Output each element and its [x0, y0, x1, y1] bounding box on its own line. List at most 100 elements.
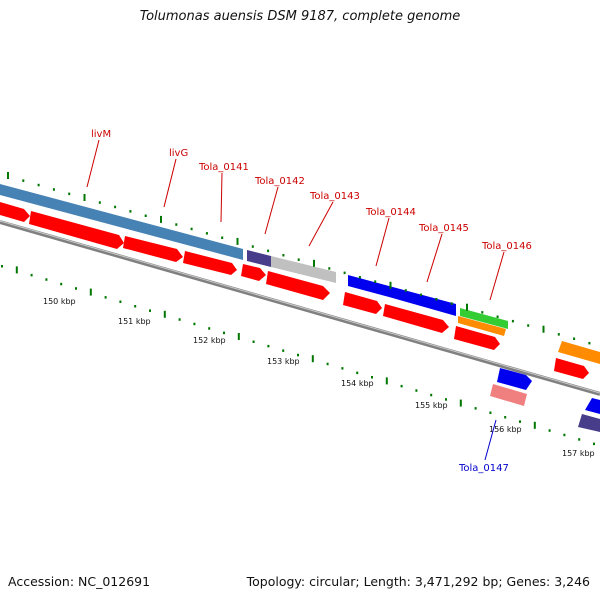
- tick-minor: [450, 302, 453, 305]
- cds-arrow: [554, 358, 589, 379]
- gene-livM-bar: [0, 184, 187, 245]
- tick-minor: [326, 362, 329, 366]
- gene-label-tola-0144: Tola_0144: [365, 207, 416, 218]
- gene-tola-0143-bar: [271, 256, 336, 283]
- gene-label-tola-0142: Tola_0142: [254, 176, 305, 187]
- tick-minor: [527, 324, 530, 327]
- tick-minor: [22, 179, 25, 182]
- tick-minor: [563, 433, 566, 437]
- tick-minor: [114, 205, 117, 209]
- scale-labels: 150 kbp 151 kbp 152 kbp 153 kbp 154 kbp …: [43, 297, 595, 458]
- tick-minor: [400, 384, 403, 388]
- lower-feature-track: [490, 368, 600, 432]
- tick-major: [236, 237, 239, 245]
- scale-label: 154 kbp: [341, 379, 374, 388]
- tick-minor: [149, 309, 151, 312]
- tick-minor: [282, 349, 285, 352]
- tick-major: [459, 399, 462, 407]
- tick-minor: [511, 319, 514, 323]
- gene-label-tola-0143: Tola_0143: [309, 191, 360, 202]
- tick-minor: [496, 315, 499, 318]
- tick-major: [466, 303, 468, 311]
- tick-major: [7, 172, 9, 179]
- tick-minor: [221, 236, 224, 239]
- tick-minor: [435, 298, 438, 301]
- tick-minor: [358, 276, 361, 279]
- tick-minor: [297, 258, 300, 261]
- tick-major: [160, 215, 162, 223]
- cds-arrow: [383, 304, 449, 333]
- tick-minor: [474, 407, 477, 410]
- scale-label: 152 kbp: [193, 336, 226, 345]
- tick-major: [163, 310, 166, 318]
- tick-minor: [104, 296, 107, 299]
- tick-minor: [68, 192, 71, 196]
- tick-minor: [588, 341, 591, 345]
- tick-minor: [573, 337, 576, 340]
- scale-label: 150 kbp: [43, 297, 76, 306]
- tick-minor: [178, 318, 181, 321]
- gene-blue-lower: [497, 368, 532, 390]
- gene-tola-0145-bar: [389, 286, 456, 316]
- tick-minor: [30, 273, 33, 277]
- tick-minor: [420, 293, 423, 297]
- tick-minor: [190, 227, 193, 231]
- tick-minor: [328, 267, 331, 270]
- cds-arrow: [266, 271, 330, 300]
- leader-tola-0142: [264, 186, 279, 235]
- tick-minor: [1, 265, 3, 268]
- tick-minor: [371, 376, 373, 379]
- page-title: Tolumonas auensis DSM 9187, complete gen…: [139, 9, 461, 24]
- tick-major: [313, 259, 315, 267]
- tick-minor: [374, 280, 377, 283]
- tick-minor: [430, 393, 433, 397]
- tick-minor: [481, 311, 484, 314]
- tick-major: [385, 377, 388, 385]
- tick-minor: [548, 429, 551, 432]
- tick-major: [15, 266, 18, 274]
- tick-minor: [144, 214, 147, 217]
- tick-major: [542, 325, 545, 333]
- cds-arrow: [183, 251, 237, 275]
- gene-tola-0147-bar: [490, 384, 527, 406]
- gene-livG-bar: [187, 234, 243, 260]
- tick-minor: [356, 371, 359, 375]
- gene-label-tola-0145: Tola_0145: [418, 223, 469, 234]
- gene-label-tola-0141: Tola_0141: [198, 162, 249, 173]
- tick-major: [389, 281, 392, 289]
- tick-minor: [557, 333, 560, 336]
- tick-row-lower: [1, 265, 595, 446]
- backbone-line: [0, 220, 600, 396]
- leader-tola-0146: [489, 251, 505, 301]
- gene-label-livM: livM: [91, 129, 111, 140]
- tick-row-upper: [7, 172, 591, 345]
- tick-minor: [504, 416, 507, 419]
- tick-minor: [129, 210, 132, 213]
- gene-label-livG: livG: [169, 148, 188, 159]
- cds-arrow: [29, 211, 124, 249]
- top-gene-track: [0, 184, 600, 364]
- tick-minor: [415, 389, 418, 392]
- tick-minor: [404, 289, 407, 292]
- tick-minor: [297, 353, 299, 357]
- tick-major: [311, 355, 314, 363]
- tick-minor: [205, 232, 208, 235]
- gene-tola-0144-bar: [348, 275, 389, 297]
- tick-minor: [343, 271, 346, 275]
- leader-tola-0145: [426, 233, 443, 283]
- tick-minor: [341, 367, 344, 370]
- accession-label: Accession: NC_012691: [8, 574, 151, 589]
- backbone-highlight: [0, 220, 600, 394]
- tick-minor: [37, 183, 40, 187]
- gene-tola-0146-green: [460, 308, 508, 329]
- cds-arrow: [0, 202, 30, 222]
- tick-major: [533, 421, 536, 429]
- tick-major: [83, 194, 86, 201]
- cds-arrow: [123, 236, 183, 262]
- tick-minor: [445, 398, 447, 401]
- tick-minor: [267, 249, 270, 253]
- cds-arrow: [454, 326, 500, 350]
- tick-major: [237, 333, 240, 340]
- gene-tola-0142-bar: [247, 250, 271, 267]
